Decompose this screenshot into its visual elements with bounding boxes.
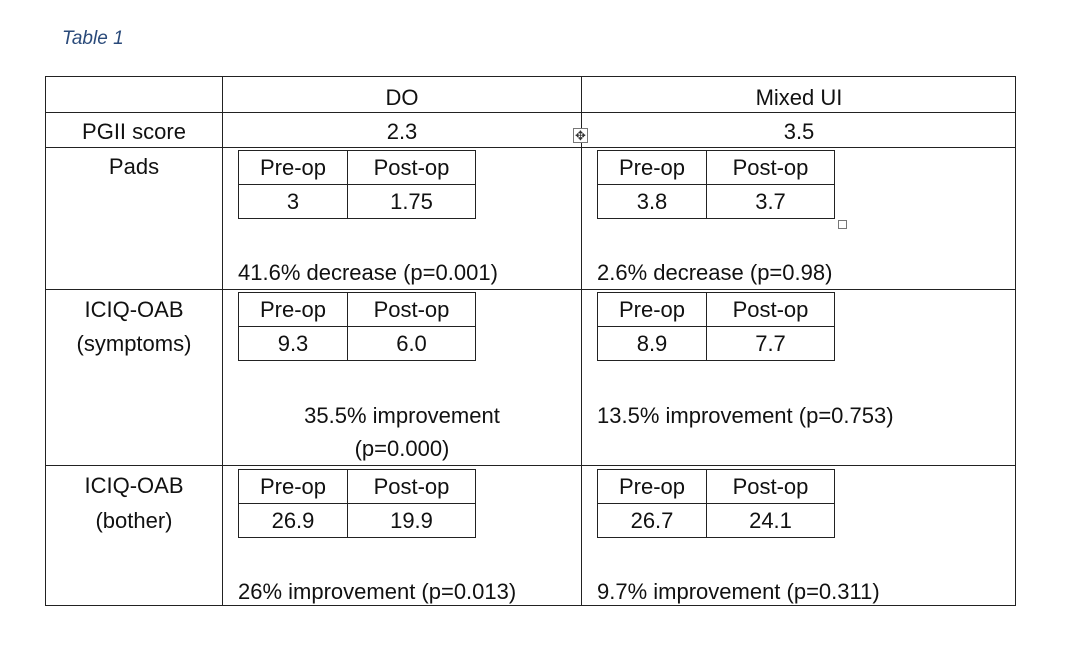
pgii-do-value: 2.3 [386,119,418,144]
pre-op-header: Pre-op [597,292,707,327]
row-divider [45,289,1016,290]
row-label-symptoms-line1: ICIQ-OAB [84,297,184,322]
column-divider [222,76,223,606]
post-op-header: Post-op [706,150,835,185]
move-arrows-icon[interactable]: ✥ [573,128,588,143]
pre-op-value: 26.9 [238,503,348,538]
symptoms-mixed-result: 13.5% improvement (p=0.753) [597,403,894,428]
pads-do-result: 41.6% decrease (p=0.001) [238,260,498,285]
pre-op-header: Pre-op [238,292,348,327]
column-divider [581,76,582,606]
row-divider [45,112,1016,113]
results-table [45,76,1016,606]
row-label-symptoms-line2: (symptoms) [76,331,192,356]
pre-op-header: Pre-op [238,150,348,185]
post-op-value: 19.9 [347,503,476,538]
symptoms-do-result-line2: (p=0.000) [354,436,450,461]
resize-square-icon[interactable] [838,220,847,229]
pgii-mixed-value: 3.5 [783,119,815,144]
pre-op-value: 3.8 [597,184,707,219]
post-op-header: Post-op [347,150,476,185]
post-op-header: Post-op [347,292,476,327]
symptoms-mixed-subtable: Pre-op Post-op 8.9 7.7 [597,292,835,361]
row-label-pgii: PGII score [82,119,186,144]
post-op-value: 6.0 [347,326,476,361]
pads-mixed-subtable: Pre-op Post-op 3.8 3.7 [597,150,835,219]
post-op-value: 1.75 [347,184,476,219]
post-op-header: Post-op [706,292,835,327]
pads-do-subtable: Pre-op Post-op 3 1.75 [238,150,476,219]
row-divider [45,465,1016,466]
header-do: DO [385,85,419,110]
post-op-value: 3.7 [706,184,835,219]
header-mixed-ui: Mixed UI [755,85,843,110]
pre-op-header: Pre-op [238,469,348,504]
pads-mixed-result: 2.6% decrease (p=0.98) [597,260,833,285]
post-op-value: 24.1 [706,503,835,538]
bother-mixed-subtable: Pre-op Post-op 26.7 24.1 [597,469,835,538]
post-op-value: 7.7 [706,326,835,361]
row-label-bother-line2: (bother) [95,508,173,533]
pre-op-header: Pre-op [597,469,707,504]
pre-op-value: 8.9 [597,326,707,361]
pre-op-header: Pre-op [597,150,707,185]
symptoms-do-subtable: Pre-op Post-op 9.3 6.0 [238,292,476,361]
table-caption: Table 1 [62,28,124,49]
row-label-bother-line1: ICIQ-OAB [84,473,184,498]
pre-op-value: 26.7 [597,503,707,538]
row-label-pads: Pads [108,154,160,179]
post-op-header: Post-op [706,469,835,504]
pre-op-value: 9.3 [238,326,348,361]
bother-do-result: 26% improvement (p=0.013) [238,579,517,604]
pre-op-value: 3 [238,184,348,219]
row-divider [45,147,1016,148]
symptoms-do-result-line1: 35.5% improvement [304,403,500,428]
bother-do-subtable: Pre-op Post-op 26.9 19.9 [238,469,476,538]
post-op-header: Post-op [347,469,476,504]
bother-mixed-result: 9.7% improvement (p=0.311) [597,579,880,604]
